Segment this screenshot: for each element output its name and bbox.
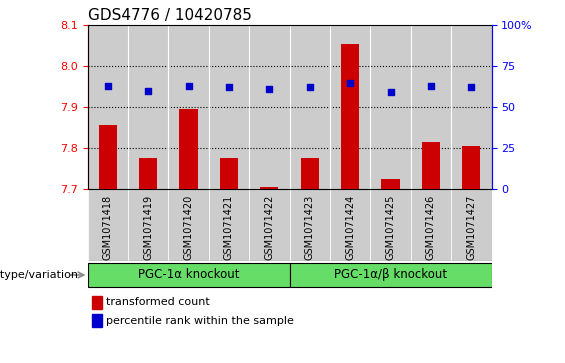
Bar — [290, 263, 492, 287]
Bar — [330, 189, 371, 261]
Text: GSM1071418: GSM1071418 — [103, 195, 113, 260]
Point — [224, 85, 233, 90]
Text: GSM1071423: GSM1071423 — [305, 195, 315, 260]
Point — [427, 83, 436, 89]
Bar — [422, 142, 440, 189]
Bar — [381, 179, 399, 189]
Bar — [451, 189, 492, 261]
Bar — [209, 25, 249, 189]
Point — [184, 83, 193, 89]
Text: genotype/variation: genotype/variation — [0, 270, 82, 280]
Bar — [371, 25, 411, 189]
Text: GDS4776 / 10420785: GDS4776 / 10420785 — [88, 8, 251, 23]
Bar — [92, 314, 102, 327]
Bar — [180, 109, 198, 189]
Point — [103, 83, 112, 89]
Bar — [330, 25, 371, 189]
Bar — [99, 126, 117, 189]
Bar — [290, 189, 330, 261]
Bar — [249, 25, 289, 189]
Bar — [88, 263, 290, 287]
Bar — [220, 158, 238, 189]
Point — [386, 90, 395, 95]
Text: GSM1071422: GSM1071422 — [264, 195, 275, 260]
Text: GSM1071424: GSM1071424 — [345, 195, 355, 260]
Bar — [411, 25, 451, 189]
Point — [467, 85, 476, 90]
Text: PGC-1α/β knockout: PGC-1α/β knockout — [334, 269, 447, 281]
Point — [305, 85, 314, 90]
Bar — [290, 25, 330, 189]
Bar — [88, 189, 128, 261]
Text: transformed count: transformed count — [106, 297, 210, 307]
Text: percentile rank within the sample: percentile rank within the sample — [106, 315, 294, 326]
Bar — [88, 25, 128, 189]
Bar — [301, 158, 319, 189]
Text: GSM1071427: GSM1071427 — [466, 195, 476, 260]
Text: GSM1071420: GSM1071420 — [184, 195, 194, 260]
Text: GSM1071425: GSM1071425 — [385, 195, 396, 260]
Text: GSM1071421: GSM1071421 — [224, 195, 234, 260]
Bar — [139, 158, 157, 189]
Bar — [92, 296, 102, 309]
Bar — [128, 189, 168, 261]
Point — [265, 86, 274, 92]
Bar — [168, 189, 209, 261]
Bar — [341, 44, 359, 189]
Text: GSM1071426: GSM1071426 — [426, 195, 436, 260]
Bar — [411, 189, 451, 261]
Bar — [371, 189, 411, 261]
Text: PGC-1α knockout: PGC-1α knockout — [138, 269, 240, 281]
Point — [346, 80, 355, 86]
Bar — [451, 25, 492, 189]
Bar — [249, 189, 289, 261]
Point — [144, 88, 153, 94]
Bar — [462, 146, 480, 189]
Bar — [128, 25, 168, 189]
Text: GSM1071419: GSM1071419 — [143, 195, 153, 260]
Bar — [260, 187, 279, 189]
Bar — [209, 189, 249, 261]
Bar — [168, 25, 209, 189]
